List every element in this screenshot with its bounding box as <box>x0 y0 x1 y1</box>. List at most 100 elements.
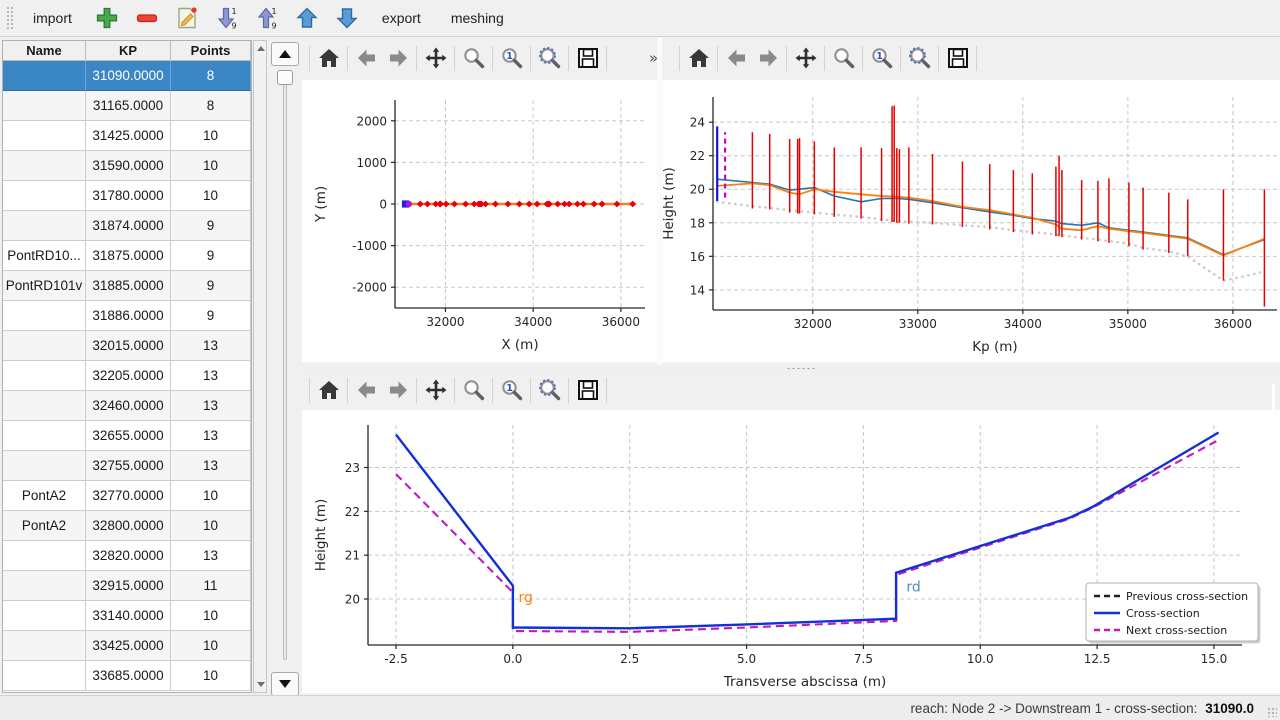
cell-points[interactable]: 13 <box>171 361 251 391</box>
toolbar-drag-handle[interactable] <box>6 6 13 30</box>
cell-name[interactable]: PontRD101v <box>3 271 86 301</box>
cell-name[interactable] <box>3 211 86 241</box>
add-cross-section-button[interactable] <box>90 3 124 33</box>
cell-kp[interactable]: 31874.0000 <box>86 211 171 241</box>
cell-points[interactable]: 13 <box>171 331 251 361</box>
cell-kp[interactable]: 32820.0000 <box>86 541 171 571</box>
home-button[interactable] <box>313 375 344 405</box>
move-up-button[interactable] <box>290 3 324 33</box>
cell-points[interactable]: 9 <box>171 211 251 241</box>
back-button[interactable] <box>351 375 382 405</box>
zoom-one-button[interactable]: 1 <box>866 43 897 73</box>
cell-points[interactable]: 8 <box>171 91 251 121</box>
cell-points[interactable]: 9 <box>171 241 251 271</box>
cell-kp[interactable]: 31425.0000 <box>86 121 171 151</box>
table-row[interactable]: 31090.0000 8 <box>3 61 251 91</box>
zoom-rect-button[interactable] <box>534 375 565 405</box>
forward-button[interactable] <box>382 43 413 73</box>
cell-points[interactable]: 10 <box>171 181 251 211</box>
zoom-button[interactable] <box>828 43 859 73</box>
cell-points[interactable]: 9 <box>171 271 251 301</box>
cell-kp[interactable]: 32460.0000 <box>86 391 171 421</box>
cell-name[interactable] <box>3 391 86 421</box>
export-button[interactable]: export <box>370 5 433 31</box>
import-button[interactable]: import <box>21 5 84 31</box>
table-scrollbar[interactable] <box>253 40 267 693</box>
table-row[interactable]: PontRD101v 31885.0000 9 <box>3 271 251 301</box>
cell-kp[interactable]: 33685.0000 <box>86 661 171 691</box>
cell-name[interactable] <box>3 421 86 451</box>
cell-name[interactable] <box>3 121 86 151</box>
table-row[interactable]: 32205.0000 13 <box>3 361 251 391</box>
cell-points[interactable]: 11 <box>171 571 251 601</box>
cell-name[interactable] <box>3 91 86 121</box>
move-down-button[interactable] <box>330 3 364 33</box>
cell-kp[interactable]: 31885.0000 <box>86 271 171 301</box>
table-row[interactable]: 33425.0000 10 <box>3 631 251 661</box>
save-button[interactable] <box>572 375 603 405</box>
cell-points[interactable]: 10 <box>171 631 251 661</box>
zoom-one-button[interactable]: 1 <box>496 43 527 73</box>
pan-button[interactable] <box>420 43 451 73</box>
cell-kp[interactable]: 32800.0000 <box>86 511 171 541</box>
cell-points[interactable]: 13 <box>171 541 251 571</box>
zoom-one-button[interactable]: 1 <box>496 375 527 405</box>
cell-points[interactable]: 10 <box>171 601 251 631</box>
cell-name[interactable] <box>3 451 86 481</box>
cell-kp[interactable]: 33425.0000 <box>86 631 171 661</box>
cell-name[interactable] <box>3 541 86 571</box>
plan-view-chart[interactable]: 32000 34000 36000 -2000 -1000 0 1000 2000 X (m) Y… <box>302 80 657 362</box>
horizontal-splitter[interactable] <box>302 365 1280 372</box>
table-row[interactable]: 32655.0000 13 <box>3 421 251 451</box>
cell-points[interactable]: 13 <box>171 421 251 451</box>
table-row[interactable]: 31590.0000 10 <box>3 151 251 181</box>
home-button[interactable] <box>313 43 344 73</box>
forward-button[interactable] <box>382 375 413 405</box>
cell-kp[interactable]: 31090.0000 <box>86 61 171 91</box>
cell-points[interactable]: 8 <box>171 61 251 91</box>
back-button[interactable] <box>351 43 382 73</box>
resize-grip-icon[interactable] <box>1267 707 1277 717</box>
cell-points[interactable]: 9 <box>171 301 251 331</box>
table-row[interactable]: 33140.0000 10 <box>3 601 251 631</box>
table-row[interactable]: 31886.0000 9 <box>3 301 251 331</box>
cell-kp[interactable]: 31590.0000 <box>86 151 171 181</box>
cell-points[interactable]: 10 <box>171 661 251 691</box>
cell-name[interactable] <box>3 301 86 331</box>
forward-button[interactable] <box>752 43 783 73</box>
cell-points[interactable]: 10 <box>171 151 251 181</box>
table-row[interactable]: 32820.0000 13 <box>3 541 251 571</box>
zoom-rect-button[interactable] <box>904 43 935 73</box>
vertical-splitter[interactable] <box>657 38 662 368</box>
zoom-button[interactable] <box>458 43 489 73</box>
cell-name[interactable]: PontA2 <box>3 511 86 541</box>
cell-name[interactable] <box>3 661 86 691</box>
cell-name[interactable]: PontA2 <box>3 481 86 511</box>
cell-name[interactable] <box>3 331 86 361</box>
cell-kp[interactable]: 32915.0000 <box>86 571 171 601</box>
cell-points[interactable]: 10 <box>171 511 251 541</box>
home-button[interactable] <box>683 43 714 73</box>
cell-kp[interactable]: 32755.0000 <box>86 451 171 481</box>
cell-kp[interactable]: 31780.0000 <box>86 181 171 211</box>
scroll-down-icon[interactable] <box>257 682 265 687</box>
table-row[interactable]: 31165.0000 8 <box>3 91 251 121</box>
cell-points[interactable]: 13 <box>171 391 251 421</box>
cell-name[interactable] <box>3 601 86 631</box>
cell-kp[interactable]: 31886.0000 <box>86 301 171 331</box>
meshing-button[interactable]: meshing <box>439 5 516 31</box>
table-row[interactable]: 32015.0000 13 <box>3 331 251 361</box>
cell-kp[interactable]: 32205.0000 <box>86 361 171 391</box>
cell-name[interactable] <box>3 631 86 661</box>
cell-points[interactable]: 10 <box>171 481 251 511</box>
zoom-button[interactable] <box>458 375 489 405</box>
cell-points[interactable]: 13 <box>171 451 251 481</box>
column-header-points[interactable]: Points <box>171 41 251 61</box>
cross-section-chart[interactable]: -2.5 0.0 2.5 5.0 7.5 10.0 12.5 15.0 20 21 22 23 Tran… <box>302 410 1280 693</box>
row-slider-thumb[interactable] <box>277 70 293 85</box>
table-row[interactable]: 32915.0000 11 <box>3 571 251 601</box>
column-header-name[interactable]: Name <box>3 41 86 61</box>
slider-up-button[interactable] <box>271 42 299 66</box>
back-button[interactable] <box>721 43 752 73</box>
